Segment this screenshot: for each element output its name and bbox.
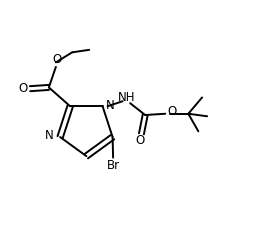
Text: O: O xyxy=(18,82,28,95)
Text: NH: NH xyxy=(118,91,136,104)
Text: N: N xyxy=(44,129,53,142)
Text: O: O xyxy=(53,53,62,66)
Text: O: O xyxy=(168,105,177,118)
Text: Br: Br xyxy=(107,159,120,172)
Text: O: O xyxy=(136,134,145,147)
Text: N: N xyxy=(106,99,115,112)
